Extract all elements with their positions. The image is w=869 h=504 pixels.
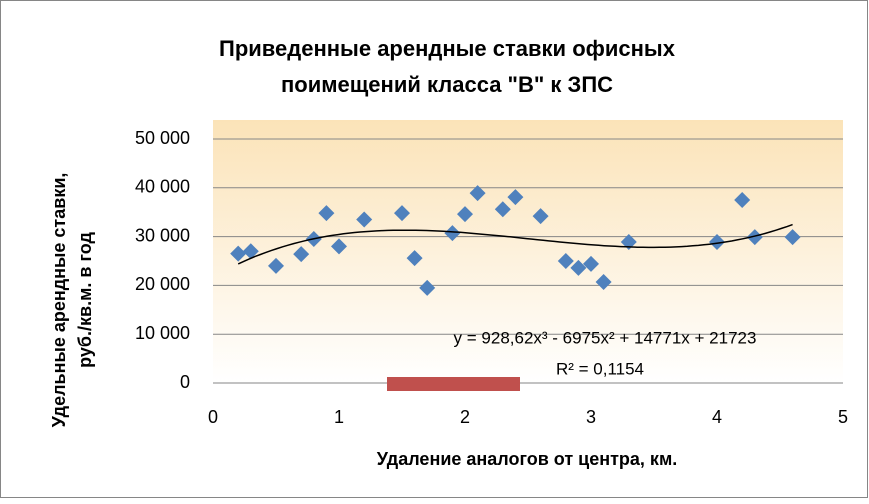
data-point bbox=[394, 205, 410, 222]
data-point bbox=[570, 259, 587, 276]
x-tick-label: 0 bbox=[208, 407, 218, 427]
x-tick-label: 1 bbox=[334, 407, 344, 427]
data-point bbox=[469, 185, 486, 202]
data-point bbox=[457, 206, 473, 223]
data-point bbox=[746, 229, 763, 246]
data-point bbox=[444, 225, 461, 242]
y-axis-label: Удельные арендные ставки, bbox=[49, 173, 69, 428]
y-tick-label: 40 000 bbox=[135, 177, 190, 197]
data-point bbox=[595, 273, 612, 290]
x-tick-label: 3 bbox=[586, 407, 596, 427]
y-tick-label: 50 000 bbox=[135, 128, 190, 148]
chart-title: поимещений класса "В" к ЗПС bbox=[281, 72, 613, 97]
data-point bbox=[507, 189, 524, 206]
chart-title: Приведенные арендные ставки офисных bbox=[219, 36, 676, 61]
data-point bbox=[620, 233, 637, 250]
data-point bbox=[734, 192, 751, 208]
data-point bbox=[419, 279, 436, 296]
y-tick-label: 0 bbox=[180, 372, 190, 392]
data-point bbox=[331, 238, 347, 255]
y-tick-label: 10 000 bbox=[135, 323, 190, 343]
data-point bbox=[494, 201, 511, 218]
data-point bbox=[242, 243, 259, 260]
data-point bbox=[356, 211, 373, 228]
y-tick-label: 20 000 bbox=[135, 274, 190, 294]
trendline-equation: y = 928,62x³ - 6975x² + 14771x + 21723 bbox=[454, 328, 757, 347]
data-point bbox=[318, 205, 335, 222]
x-tick-label: 4 bbox=[712, 407, 722, 427]
data-point bbox=[784, 229, 801, 246]
x-tick-label: 5 bbox=[838, 407, 848, 427]
plot-area bbox=[213, 120, 843, 383]
x-tick-label: 2 bbox=[460, 407, 470, 427]
data-point bbox=[268, 257, 284, 274]
x-axis-label: Удаление аналогов от центра, км. bbox=[377, 449, 678, 469]
r-squared: R² = 0,1154 bbox=[556, 359, 644, 378]
data-point bbox=[557, 253, 574, 269]
data-point bbox=[583, 255, 599, 272]
trendline bbox=[237, 223, 793, 265]
y-tick-label: 30 000 bbox=[135, 225, 190, 245]
y-axis-label: руб./кв.м. в год bbox=[75, 232, 95, 368]
data-point bbox=[709, 233, 725, 250]
data-point bbox=[406, 250, 423, 267]
data-point bbox=[230, 245, 247, 262]
highlight-bar bbox=[387, 377, 520, 391]
data-point bbox=[532, 208, 549, 225]
data-point bbox=[293, 246, 310, 263]
